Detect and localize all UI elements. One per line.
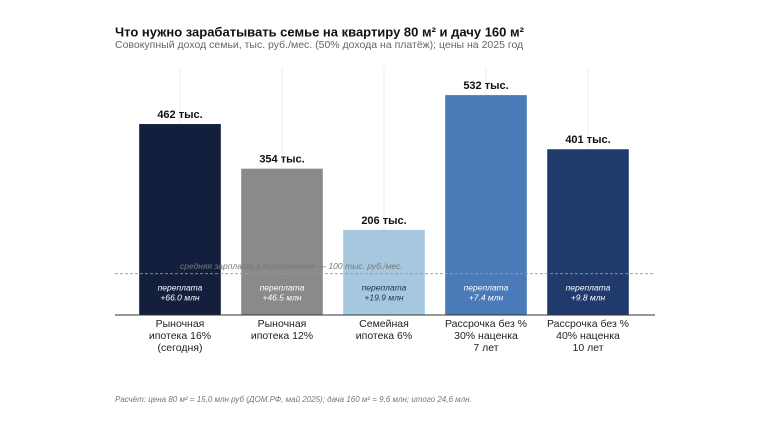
overpayment-label: переплата xyxy=(260,282,305,292)
footnote: Расчёт: цена 80 м² = 15,0 млн руб (ДОМ.Р… xyxy=(115,395,472,404)
overpayment-label: переплата xyxy=(464,282,509,292)
x-tick-label: Рыночная ипотека 12% xyxy=(250,318,314,342)
x-tick-label: Семейная ипотека 6% xyxy=(355,318,413,342)
bar xyxy=(343,229,425,315)
x-tick-label: Рыночная ипотека 16% (сегодня) xyxy=(148,318,212,354)
bar xyxy=(445,95,527,316)
bar xyxy=(547,149,629,315)
overpayment-value: +66.0 млн xyxy=(160,292,199,302)
reference-label: средняя зарплата в миллионнике — 100 тыс… xyxy=(180,261,403,271)
bar xyxy=(139,124,221,315)
x-tick-label: Рассрочка без % 30% наценка 7 лет xyxy=(444,318,528,354)
overpayment-value: +46.5 млн xyxy=(262,292,301,302)
overpayment-value: +9.8 млн xyxy=(571,292,606,302)
overpayment-label: переплата xyxy=(158,282,203,292)
value-label: 401 тыс. xyxy=(565,134,610,146)
overpayment-label: переплата xyxy=(566,282,611,292)
x-tick-label: Рассрочка без % 40% наценка 10 лет xyxy=(546,318,630,354)
value-label: 462 тыс. xyxy=(157,109,202,121)
chart-subtitle: Совокупный доход семьи, тыс. руб./мес. (… xyxy=(115,39,523,51)
value-label: 206 тыс. xyxy=(361,215,406,227)
overpayment-label: переплата xyxy=(362,282,407,292)
value-label: 532 тыс. xyxy=(463,80,508,92)
chart-title: Что нужно зарабатывать семье на квартиру… xyxy=(115,24,525,39)
overpayment-value: +19.9 млн xyxy=(364,292,403,302)
bar xyxy=(241,168,323,315)
overpayment-value: +7.4 млн xyxy=(469,292,504,302)
value-label: 354 тыс. xyxy=(259,154,304,166)
